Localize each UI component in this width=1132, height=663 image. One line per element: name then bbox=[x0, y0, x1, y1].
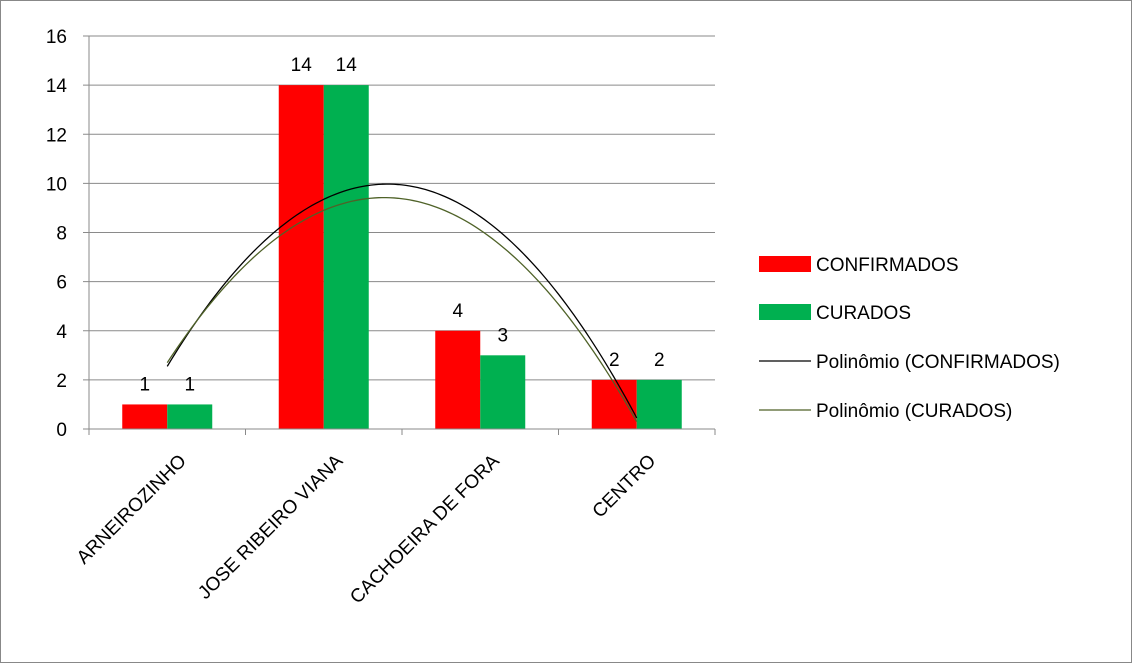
data-label: 14 bbox=[291, 55, 313, 76]
y-axis: 0 2 4 6 8 10 12 14 16 bbox=[46, 27, 90, 441]
data-labels: 1 1 14 14 4 3 2 2 bbox=[139, 55, 664, 395]
trendlines bbox=[166, 183, 638, 422]
y-tick-label: 2 bbox=[56, 371, 67, 392]
bar-confirmados-1 bbox=[278, 85, 324, 429]
trendline-0 bbox=[166, 183, 638, 419]
legend-label: Polinômio (CURADOS) bbox=[816, 401, 1012, 422]
data-label: 4 bbox=[452, 301, 463, 322]
y-tick-label: 12 bbox=[46, 125, 67, 146]
gridlines bbox=[89, 35, 715, 381]
x-axis: ARNEIROZINHO JOSE RIBEIRO VIANA CACHOEIRA … bbox=[73, 428, 716, 608]
x-tick-label: ARNEIROZINHO bbox=[73, 451, 191, 569]
data-label: 14 bbox=[336, 55, 358, 76]
legend-label: CONFIRMADOS bbox=[816, 255, 959, 276]
y-tick-label: 8 bbox=[56, 224, 67, 245]
legend-label: Polinômio (CONFIRMADOS) bbox=[816, 352, 1060, 373]
y-tick-label: 6 bbox=[56, 273, 67, 294]
y-tick-label: 4 bbox=[56, 322, 67, 343]
bar-confirmados-0 bbox=[122, 404, 168, 429]
bar-curados-2 bbox=[480, 355, 526, 429]
trendline-1 bbox=[166, 196, 638, 422]
legend: CONFIRMADOS CURADOS Polinômio (CONFIRMADOS… bbox=[759, 255, 1060, 422]
data-label: 2 bbox=[609, 350, 620, 371]
bars bbox=[122, 85, 682, 429]
bar-curados-0 bbox=[167, 404, 213, 429]
y-tick-label: 16 bbox=[46, 27, 67, 48]
data-label: 2 bbox=[654, 350, 665, 371]
legend-swatch-curados bbox=[759, 304, 811, 320]
y-tick-label: 0 bbox=[56, 420, 67, 441]
legend-swatch-confirmados bbox=[759, 256, 811, 272]
data-label: 1 bbox=[184, 374, 195, 395]
y-tick-label: 14 bbox=[46, 76, 68, 97]
data-label: 3 bbox=[497, 325, 508, 346]
data-label: 1 bbox=[139, 374, 150, 395]
bar-confirmados-2 bbox=[435, 330, 481, 429]
x-tick-label: JOSE RIBEIRO VIANA bbox=[194, 450, 347, 603]
legend-label: CURADOS bbox=[816, 303, 911, 324]
bar-curados-3 bbox=[636, 379, 682, 429]
x-tick-label: CACHOEIRA DE FORA bbox=[346, 450, 504, 608]
x-tick-label: CENTRO bbox=[589, 451, 661, 523]
bar-curados-1 bbox=[323, 85, 369, 429]
y-tick-label: 10 bbox=[46, 174, 67, 195]
